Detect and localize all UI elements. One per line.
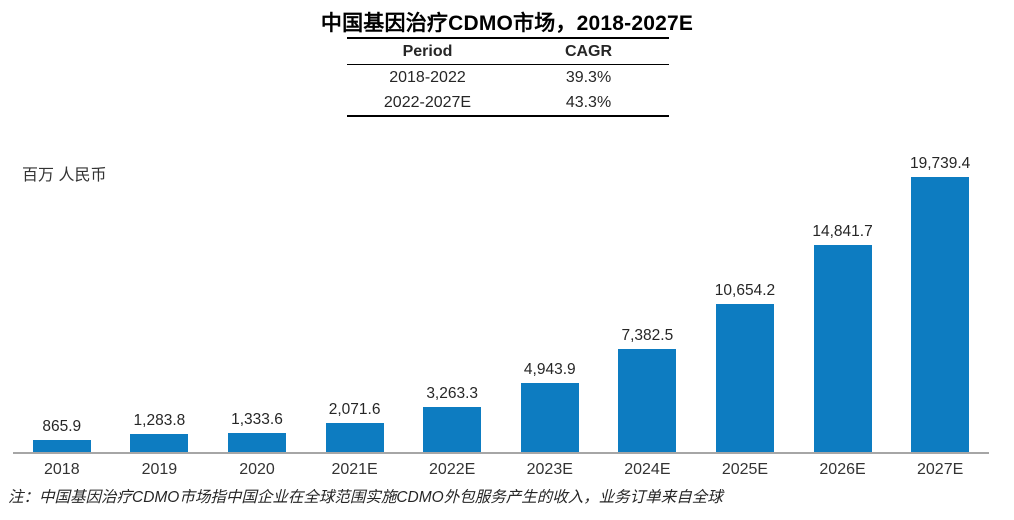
bar-value-label: 2,071.6 xyxy=(328,401,381,419)
page-title: 中国基因治疗CDMO市场，2018-2027E xyxy=(320,12,694,35)
bar xyxy=(227,433,286,452)
footnote: 注：中国基因治疗CDMO市场指中国企业在全球范围实施CDMO外包服务产生的收入，… xyxy=(8,489,723,506)
x-axis-tick-label: 2024E xyxy=(624,461,671,478)
x-axis-line xyxy=(13,452,989,454)
y-axis-unit-label: 百万 人民币 xyxy=(22,167,107,184)
bar-value-label: 10,654.2 xyxy=(714,281,776,299)
cagr-period-2022-2027e: 2022-2027E xyxy=(383,94,472,111)
bar xyxy=(715,303,774,452)
bar xyxy=(520,383,579,452)
bar-value-label: 7,382.5 xyxy=(621,327,674,345)
bar-chart: 865.9 1,283.8 1,333.6 2,071.6 3,263.3 4,943.9… xyxy=(13,146,989,479)
bar-column: 865.9 xyxy=(13,418,111,452)
bar xyxy=(813,245,872,452)
cagr-period-2018-2022: 2018-2022 xyxy=(389,69,466,86)
table-row: 2022-2027E 43.3% xyxy=(347,90,669,115)
bar xyxy=(130,434,189,452)
cagr-table-header-row: Period CAGR xyxy=(347,39,669,65)
cagr-table-header-period: Period xyxy=(402,43,453,60)
bar xyxy=(325,423,384,452)
x-axis-tick-label: 2021E xyxy=(331,461,378,478)
cagr-table: Period CAGR 2018-2022 39.3% 2022-2027E 4… xyxy=(347,37,669,117)
bar-column: 7,382.5 xyxy=(599,327,697,452)
bar xyxy=(911,177,970,452)
bar-value-label: 4,943.9 xyxy=(523,361,576,379)
cagr-table-header-cagr: CAGR xyxy=(564,43,613,60)
cagr-value-2018-2022: 39.3% xyxy=(565,69,612,86)
bar-column: 3,263.3 xyxy=(403,384,501,452)
x-axis-tick-label: 2026E xyxy=(819,461,866,478)
bar-column: 4,943.9 xyxy=(501,361,599,452)
x-axis-tick-label: 2019 xyxy=(141,461,178,478)
bar-column: 1,283.8 xyxy=(111,412,209,452)
x-axis-tick-label: 2023E xyxy=(526,461,573,478)
x-axis-tick-label: 2020 xyxy=(239,461,275,478)
bar-column: 2,071.6 xyxy=(306,401,404,452)
bar-column: 19,739.4 xyxy=(891,155,989,452)
x-axis-tick-label: 2027E xyxy=(917,461,964,478)
bar xyxy=(423,406,482,452)
bar-value-label: 1,333.6 xyxy=(231,411,283,429)
bar-value-label: 1,283.8 xyxy=(133,412,186,430)
table-row: 2018-2022 39.3% xyxy=(347,65,669,90)
x-axis-tick-label: 2022E xyxy=(429,461,476,478)
bar-column: 10,654.2 xyxy=(696,282,794,452)
plot-area: 865.9 1,283.8 1,333.6 2,071.6 3,263.3 4,943.9… xyxy=(13,146,989,452)
bar-column: 14,841.7 xyxy=(794,223,892,452)
bar-value-label: 3,263.3 xyxy=(426,384,479,402)
bar-value-label: 14,841.7 xyxy=(812,223,873,241)
bar xyxy=(32,439,91,452)
cagr-value-2022-2027e: 43.3% xyxy=(565,94,612,111)
x-axis-tick-label: 2018 xyxy=(44,461,80,478)
bar xyxy=(618,349,677,452)
bar-column: 1,333.6 xyxy=(208,411,306,452)
x-axis-tick-label: 2025E xyxy=(721,461,769,478)
x-axis-labels: 2018 2019 2020 2021E 2022E 2023E 2024E 2025E 202… xyxy=(13,461,989,479)
bar-value-label: 865.9 xyxy=(42,417,82,435)
bar-value-label: 19,739.4 xyxy=(909,155,971,172)
